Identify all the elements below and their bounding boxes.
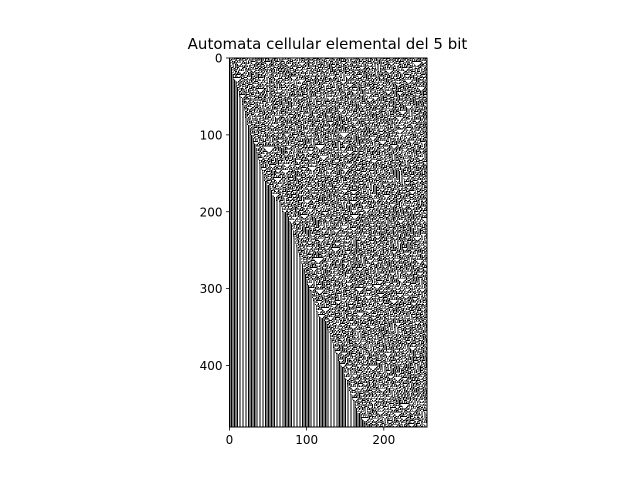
y-tick-label: 100 <box>200 128 223 142</box>
y-tick-label: 300 <box>200 282 223 296</box>
x-tick-label: 0 <box>226 433 234 447</box>
x-tick-label: 200 <box>372 433 395 447</box>
x-axis: 0 100 200 <box>226 427 395 447</box>
automaton-cells <box>229 58 427 427</box>
plot-frame <box>229 57 428 428</box>
y-tick-label: 200 <box>200 205 223 219</box>
y-tick-label: 0 <box>215 52 223 66</box>
chart-title: Automata cellular elemental del 5 bit <box>188 35 468 53</box>
y-tick-label: 400 <box>200 359 223 373</box>
plot-area <box>229 57 428 428</box>
y-axis: 0 100 200 300 400 <box>200 52 230 373</box>
x-tick-label: 100 <box>295 433 318 447</box>
